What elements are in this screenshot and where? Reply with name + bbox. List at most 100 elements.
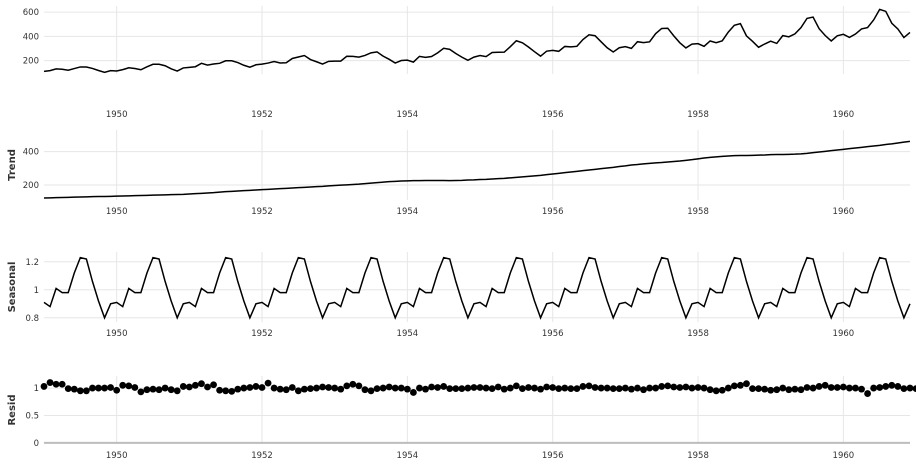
resid-point — [440, 383, 448, 390]
resid-point — [791, 385, 799, 393]
resid-point — [458, 385, 466, 393]
resid-point — [785, 386, 793, 394]
resid-point — [561, 384, 569, 392]
resid-point — [634, 384, 641, 392]
resid-point — [506, 384, 514, 392]
resid-point — [821, 381, 829, 389]
resid-point — [270, 384, 278, 392]
resid-point — [518, 385, 526, 393]
resid-point — [264, 379, 272, 387]
resid-point — [646, 384, 653, 392]
resid-point — [222, 387, 230, 395]
resid-point — [76, 387, 84, 395]
seasonal-xtick-label: 1954 — [397, 329, 419, 339]
seasonal-xtick-label: 1952 — [251, 329, 273, 339]
resid-point — [349, 380, 357, 388]
resid-point — [573, 385, 581, 393]
resid-point — [89, 384, 96, 392]
resid-point — [864, 390, 871, 397]
resid-point — [101, 384, 108, 392]
resid-point — [161, 384, 169, 392]
resid-point — [143, 386, 151, 394]
resid-point — [718, 386, 726, 394]
resid-point — [852, 384, 859, 392]
resid-point — [882, 383, 890, 390]
resid-point — [125, 382, 133, 390]
resid-point — [179, 383, 187, 390]
resid-point — [543, 383, 551, 391]
seasonal-xtick-label: 1960 — [833, 329, 855, 339]
resid-point — [761, 385, 769, 393]
seasonal-xtick-label: 1956 — [542, 329, 564, 339]
resid-point — [628, 385, 635, 393]
resid-point — [294, 387, 302, 395]
resid-point — [555, 385, 563, 393]
resid-point — [591, 384, 599, 391]
resid-point — [833, 384, 841, 391]
trend-xtick-label: 1956 — [542, 207, 564, 217]
observed-ytick-label: 600 — [23, 8, 39, 18]
resid-point — [216, 386, 224, 394]
resid-point — [337, 385, 345, 393]
resid-panel: 0 0.5 1 1950 1952 1954 1956 1958 1960 Resid — [7, 376, 916, 461]
resid-point — [797, 386, 805, 394]
seasonal-xtick-label: 1950 — [106, 329, 128, 339]
resid-point — [210, 381, 217, 389]
resid-point — [428, 383, 435, 391]
observed-ytick-label: 400 — [23, 32, 39, 42]
resid-xtick-label: 1952 — [251, 451, 273, 461]
resid-point — [300, 385, 308, 393]
resid-point — [779, 384, 787, 392]
resid-point — [488, 385, 496, 393]
resid-point — [803, 384, 811, 391]
resid-point — [409, 389, 417, 396]
resid-point — [846, 384, 853, 392]
resid-point — [95, 384, 102, 392]
resid-point — [319, 383, 326, 391]
resid-point — [694, 384, 702, 391]
trend-ytick-label: 200 — [23, 181, 39, 191]
resid-point — [234, 385, 242, 393]
resid-point — [131, 384, 139, 391]
resid-point — [494, 383, 502, 391]
observed-series-line — [43, 8, 911, 74]
resid-point — [549, 384, 557, 391]
resid-point — [870, 384, 878, 392]
seasonal-ylabel: Seasonal — [7, 262, 18, 313]
resid-point — [343, 382, 351, 390]
observed-xtick-label: 1960 — [833, 110, 855, 120]
resid-point — [228, 387, 236, 395]
resid-point — [670, 383, 678, 391]
resid-point — [307, 385, 314, 393]
resid-point — [839, 383, 847, 391]
resid-point — [815, 383, 823, 390]
resid-point — [416, 384, 423, 392]
resid-point — [446, 385, 454, 393]
resid-point — [676, 384, 684, 391]
resid-point — [185, 383, 193, 391]
resid-point — [276, 385, 284, 393]
resid-point — [700, 384, 708, 392]
resid-point — [585, 382, 593, 390]
resid-point — [82, 387, 90, 395]
resid-point — [58, 380, 66, 388]
resid-point — [373, 385, 381, 393]
seasonal-ytick-label: 0.8 — [25, 314, 39, 324]
resid-point — [198, 380, 205, 388]
trend-panel: 200 400 1950 1952 1954 1956 1958 1960 Trend — [7, 130, 911, 217]
resid-point — [464, 384, 472, 392]
resid-point — [240, 384, 248, 392]
trend-xtick-label: 1950 — [106, 207, 128, 217]
seasonal-series-line — [43, 256, 911, 320]
resid-point — [743, 380, 750, 388]
resid-point — [288, 384, 296, 391]
resid-point — [113, 386, 121, 394]
trend-xtick-label: 1952 — [251, 207, 273, 217]
resid-point — [482, 384, 490, 392]
observed-xtick-label: 1950 — [106, 110, 128, 120]
resid-point — [755, 385, 762, 393]
resid-xtick-label: 1958 — [687, 451, 709, 461]
resid-point — [858, 385, 865, 393]
resid-point — [900, 385, 908, 393]
